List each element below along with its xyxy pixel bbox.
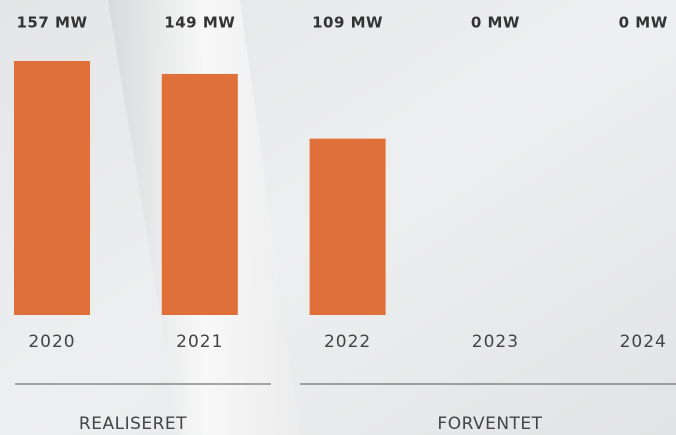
value-label: 0 MW xyxy=(471,14,520,32)
group-label: FORVENTET xyxy=(437,414,542,434)
value-label: 149 MW xyxy=(164,14,235,32)
bar xyxy=(310,139,386,315)
group-label: REALISERET xyxy=(79,414,187,434)
x-tick-label: 2022 xyxy=(324,332,371,352)
x-tick-label: 2021 xyxy=(176,332,223,352)
x-tick-label: 2023 xyxy=(472,332,519,352)
x-tick-label: 2020 xyxy=(28,332,75,352)
bar xyxy=(14,61,90,315)
bar xyxy=(162,74,238,315)
value-label: 109 MW xyxy=(312,14,383,32)
chart: REALISERET FORVENTET 157 MW 2020 149 MW 202… xyxy=(0,0,676,435)
value-label: 0 MW xyxy=(619,14,668,32)
x-tick-label: 2024 xyxy=(620,332,667,352)
value-label: 157 MW xyxy=(16,14,87,32)
